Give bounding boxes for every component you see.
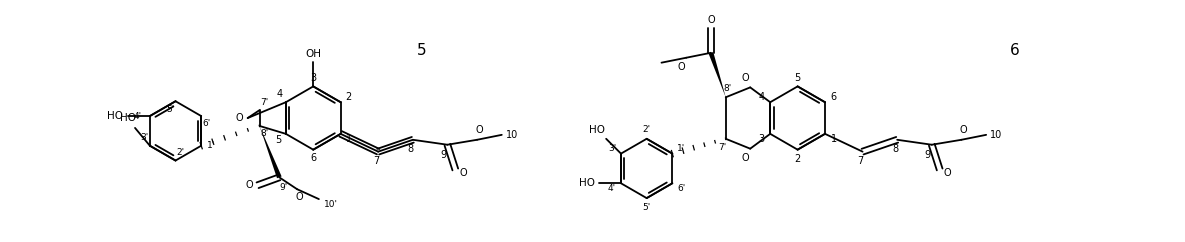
Text: 5': 5' — [166, 105, 174, 114]
Text: 6: 6 — [831, 92, 837, 102]
Text: 5: 5 — [275, 135, 281, 145]
Text: 6: 6 — [310, 152, 316, 163]
Text: O: O — [678, 62, 685, 72]
Text: HO: HO — [589, 125, 606, 135]
Text: HO: HO — [120, 113, 136, 123]
Text: 7': 7' — [718, 143, 726, 152]
Text: 9': 9' — [280, 183, 288, 192]
Text: 2': 2' — [642, 125, 651, 134]
Text: 7': 7' — [261, 98, 269, 107]
Text: 3': 3' — [141, 133, 149, 142]
Text: 3: 3 — [310, 73, 316, 83]
Text: O: O — [475, 125, 482, 135]
Text: 8: 8 — [892, 144, 898, 154]
Text: 7: 7 — [858, 156, 864, 166]
Text: 4': 4' — [134, 112, 142, 121]
Text: 8': 8' — [261, 129, 269, 138]
Text: O: O — [460, 168, 467, 178]
Text: 9: 9 — [441, 150, 447, 160]
Text: 8: 8 — [408, 144, 414, 154]
Text: 1': 1' — [207, 141, 216, 150]
Text: 9: 9 — [924, 150, 931, 160]
Text: 4: 4 — [758, 92, 764, 102]
Text: O: O — [943, 168, 952, 178]
Text: 10: 10 — [506, 130, 518, 140]
Text: O: O — [742, 74, 749, 83]
Text: O: O — [245, 180, 254, 190]
Text: O: O — [295, 192, 303, 202]
Text: 8': 8' — [724, 84, 732, 93]
Polygon shape — [709, 52, 725, 97]
Text: 2': 2' — [177, 148, 185, 157]
Text: 10: 10 — [989, 130, 1003, 140]
Text: 5: 5 — [417, 43, 427, 58]
Text: 1: 1 — [346, 134, 352, 144]
Text: 6: 6 — [1011, 43, 1020, 58]
Text: 2: 2 — [345, 92, 352, 102]
Text: 7: 7 — [373, 156, 379, 166]
Text: 10': 10' — [324, 200, 338, 209]
Text: 5: 5 — [794, 73, 801, 83]
Text: HO: HO — [579, 178, 595, 188]
Text: 3: 3 — [758, 134, 764, 144]
Text: 4': 4' — [608, 184, 616, 193]
Text: O: O — [236, 113, 244, 123]
Text: HO: HO — [108, 111, 123, 121]
Text: OH: OH — [306, 49, 321, 59]
Polygon shape — [260, 126, 282, 178]
Text: 5': 5' — [642, 203, 651, 212]
Text: 1: 1 — [831, 134, 837, 144]
Text: 2: 2 — [794, 154, 801, 164]
Text: O: O — [707, 15, 715, 25]
Text: O: O — [742, 152, 749, 163]
Text: O: O — [960, 125, 967, 135]
Text: 6': 6' — [201, 120, 210, 129]
Text: 6': 6' — [677, 184, 685, 193]
Text: 3': 3' — [608, 144, 616, 153]
Text: 1': 1' — [677, 144, 685, 153]
Text: 4: 4 — [277, 89, 283, 99]
